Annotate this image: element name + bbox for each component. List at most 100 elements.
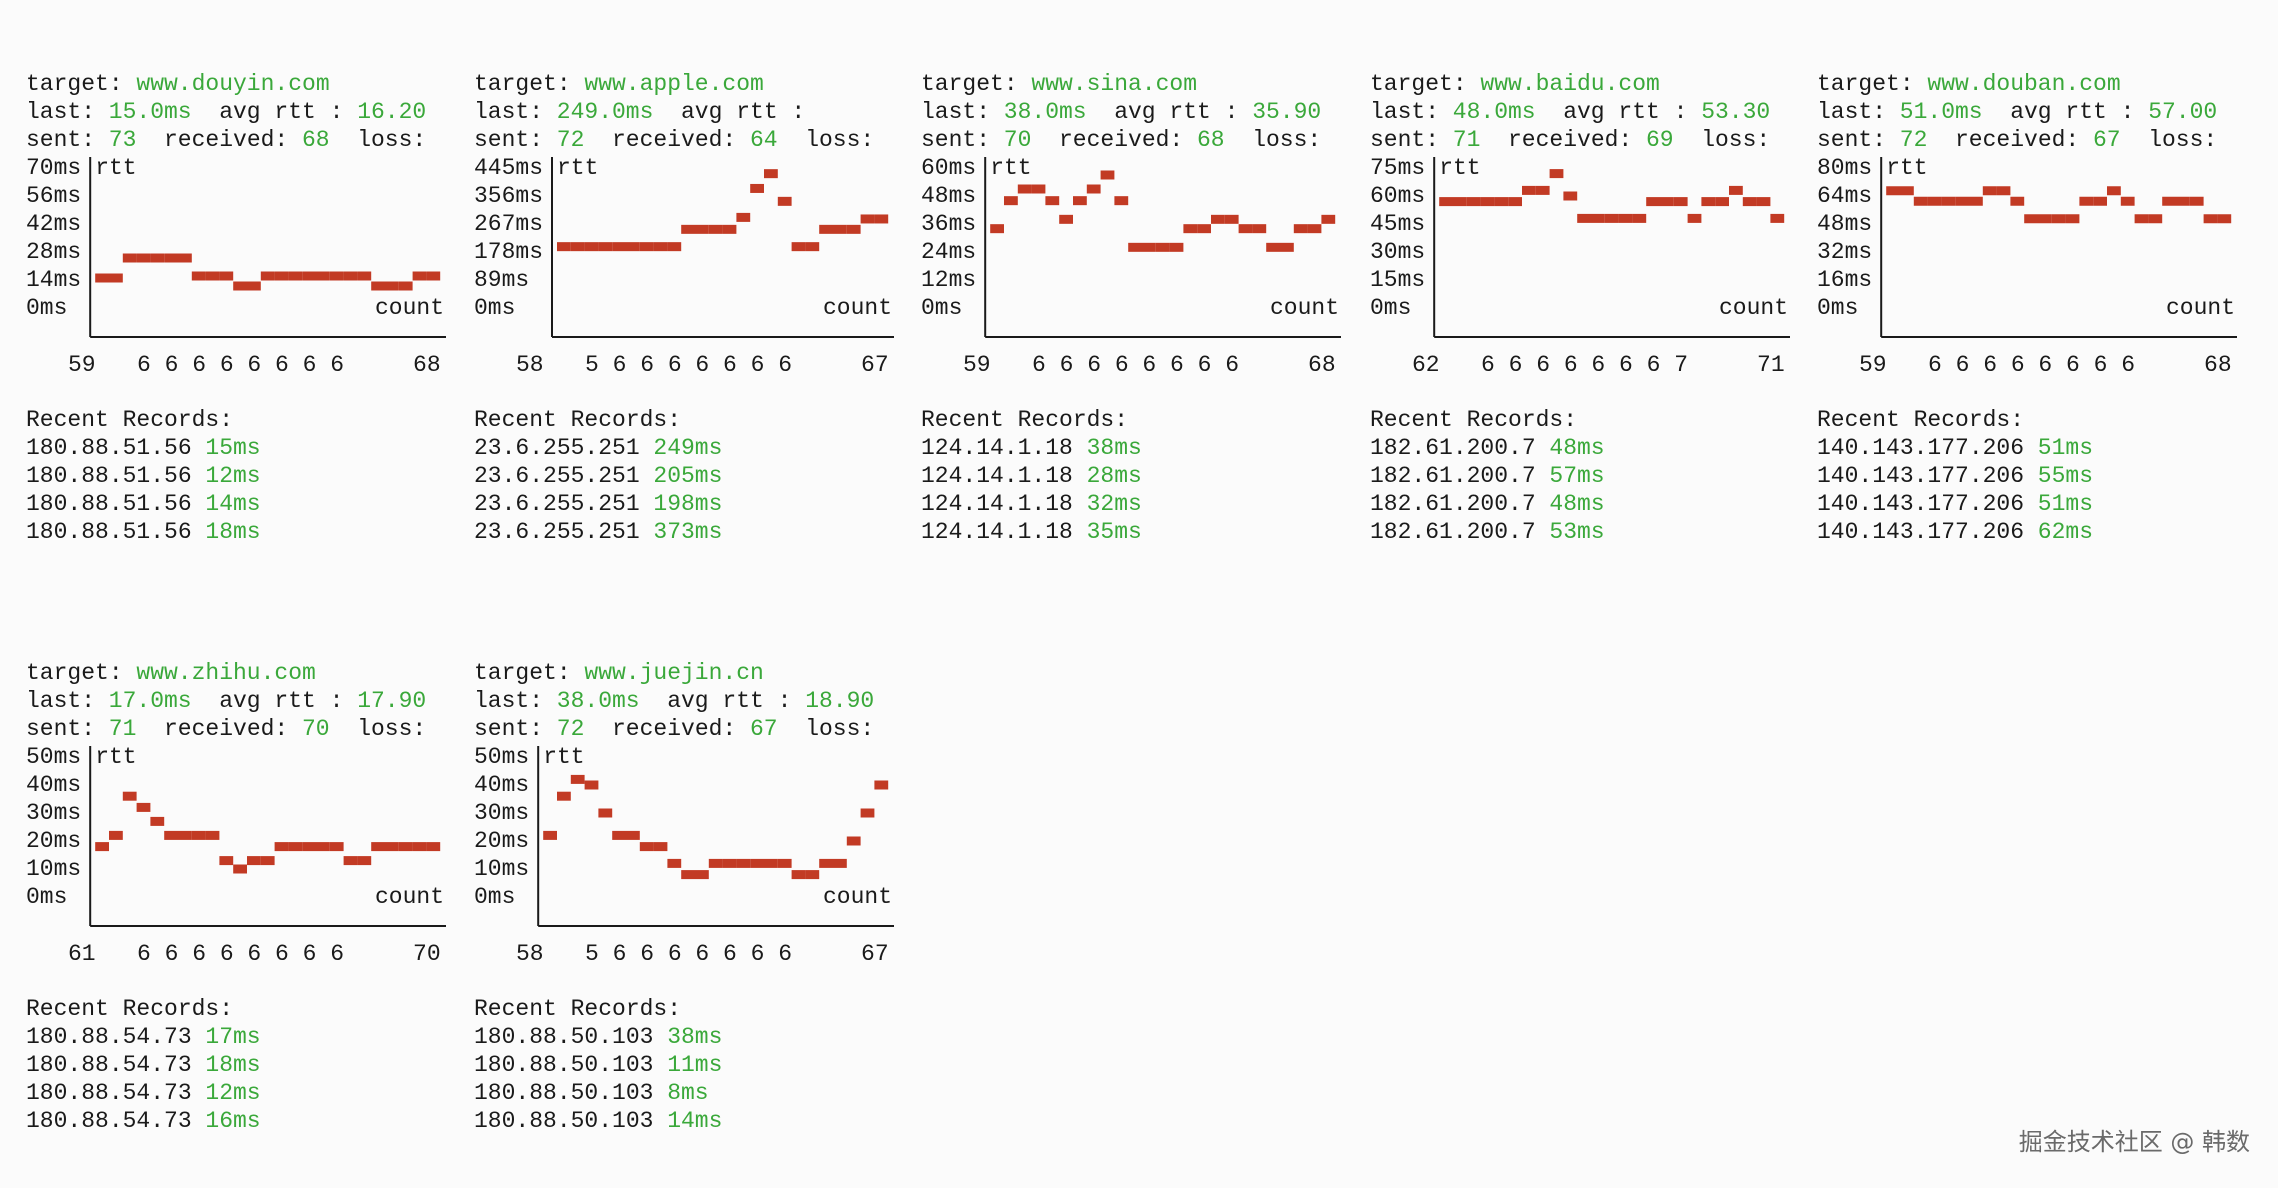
sent-line: 64 xyxy=(750,127,778,153)
rtt-block xyxy=(722,858,737,868)
rtt-block xyxy=(343,271,358,281)
rtt-block xyxy=(777,196,792,206)
record: 180.88.54.73 xyxy=(26,1080,192,1106)
rtt-block xyxy=(1031,184,1046,194)
rtt-block xyxy=(302,271,316,281)
record: 57ms xyxy=(1549,463,1604,489)
record: 11ms xyxy=(667,1052,722,1078)
sent-line: received: xyxy=(612,716,736,742)
record: 180.88.50.103 xyxy=(474,1052,653,1078)
rtt-block xyxy=(1439,197,1453,207)
rtt-block xyxy=(219,856,234,866)
last-line: avg rtt : xyxy=(681,99,805,125)
rtt-block xyxy=(1169,242,1184,252)
axis-title: count xyxy=(1270,295,1339,321)
record: 51ms xyxy=(2038,435,2093,461)
y-tick-label: 56ms xyxy=(26,183,81,209)
last-line: 249.0ms xyxy=(557,99,654,125)
rtt-block xyxy=(1673,197,1688,207)
record: 140.143.177.206 xyxy=(1817,491,2024,517)
last-line: 18.90 xyxy=(805,688,874,714)
sent-line: 70 xyxy=(302,716,330,742)
record: 62ms xyxy=(2038,519,2093,545)
y-tick-label: 0ms xyxy=(474,295,515,321)
y-tick-label: 20ms xyxy=(474,828,529,854)
y-tick-label: 36ms xyxy=(921,211,976,237)
axis-title: count xyxy=(823,884,892,910)
record: 14ms xyxy=(667,1108,722,1134)
rtt-block xyxy=(150,816,165,826)
rtt-block xyxy=(2203,214,2218,224)
axis-title: rtt xyxy=(557,155,598,181)
x-labels: 59 6 6 6 6 6 6 6 6 68 xyxy=(68,352,441,378)
rtt-block xyxy=(1563,191,1578,201)
rtt-block xyxy=(2079,196,2094,206)
record: 51ms xyxy=(2038,491,2093,517)
rtt-block xyxy=(412,271,427,281)
y-tick-label: 60ms xyxy=(1370,183,1425,209)
rtt-block xyxy=(557,791,571,801)
rtt-block xyxy=(1549,169,1564,179)
target-line: www.zhihu.com xyxy=(136,660,315,686)
record: 23.6.255.251 xyxy=(474,491,640,517)
y-tick-label: 0ms xyxy=(1817,295,1858,321)
rtt-block xyxy=(1183,224,1198,234)
y-tick-label: 45ms xyxy=(1370,211,1425,237)
rtt-block xyxy=(1045,196,1060,206)
rtt-block xyxy=(1535,185,1550,195)
rtt-block xyxy=(764,169,778,179)
rtt-block xyxy=(1941,196,1956,206)
rtt-block xyxy=(412,842,427,852)
rtt-block xyxy=(846,836,861,846)
rtt-block xyxy=(1955,196,1969,206)
sent-line: sent: xyxy=(1817,127,1886,153)
rtt-block xyxy=(178,253,192,263)
record: 180.88.51.56 xyxy=(26,435,192,461)
rtt-block xyxy=(1142,242,1156,252)
y-tick-label: 30ms xyxy=(474,800,529,826)
records-title: Recent Records: xyxy=(26,407,233,433)
y-tick-label: 64ms xyxy=(1817,183,1872,209)
records-title: Recent Records: xyxy=(1817,407,2024,433)
rtt-block xyxy=(371,281,385,291)
rtt-block xyxy=(302,842,316,852)
target-line: target: xyxy=(26,660,123,686)
x-labels: 61 6 6 6 6 6 6 6 6 70 xyxy=(68,941,441,967)
y-tick-label: 0ms xyxy=(26,884,67,910)
last-line: avg rtt : xyxy=(219,688,343,714)
y-tick-label: 12ms xyxy=(921,267,976,293)
record: 180.88.50.103 xyxy=(474,1024,653,1050)
rtt-block xyxy=(722,224,737,234)
rtt-block xyxy=(681,224,695,234)
sent-line: loss: xyxy=(1701,127,1770,153)
record: 32ms xyxy=(1087,491,1142,517)
rtt-block xyxy=(1211,214,1225,224)
sent-line: 67 xyxy=(750,716,778,742)
rtt-block xyxy=(570,774,585,784)
record: 23.6.255.251 xyxy=(474,519,640,545)
rtt-block xyxy=(819,224,833,234)
rtt-block xyxy=(1508,197,1522,207)
rtt-block xyxy=(777,858,792,868)
rtt-block xyxy=(2217,214,2232,224)
y-tick-label: 16ms xyxy=(1817,267,1872,293)
sent-line: 68 xyxy=(302,127,330,153)
rtt-block xyxy=(612,242,626,252)
rtt-block xyxy=(1224,214,1239,224)
rtt-block xyxy=(2148,214,2163,224)
records-title: Recent Records: xyxy=(474,407,681,433)
rtt-block xyxy=(2038,214,2052,224)
record: 140.143.177.206 xyxy=(1817,519,2024,545)
record: 180.88.51.56 xyxy=(26,463,192,489)
rtt-block xyxy=(1632,213,1647,223)
rtt-block xyxy=(274,271,289,281)
target-line: target: xyxy=(921,71,1018,97)
rtt-block xyxy=(1618,213,1633,223)
x-labels: 59 6 6 6 6 6 6 6 6 68 xyxy=(963,352,1336,378)
rtt-block xyxy=(860,214,875,224)
rtt-block xyxy=(639,242,654,252)
rtt-block xyxy=(2162,196,2176,206)
sent-line: loss: xyxy=(1252,127,1321,153)
y-tick-label: 48ms xyxy=(1817,211,1872,237)
rtt-block xyxy=(764,858,778,868)
